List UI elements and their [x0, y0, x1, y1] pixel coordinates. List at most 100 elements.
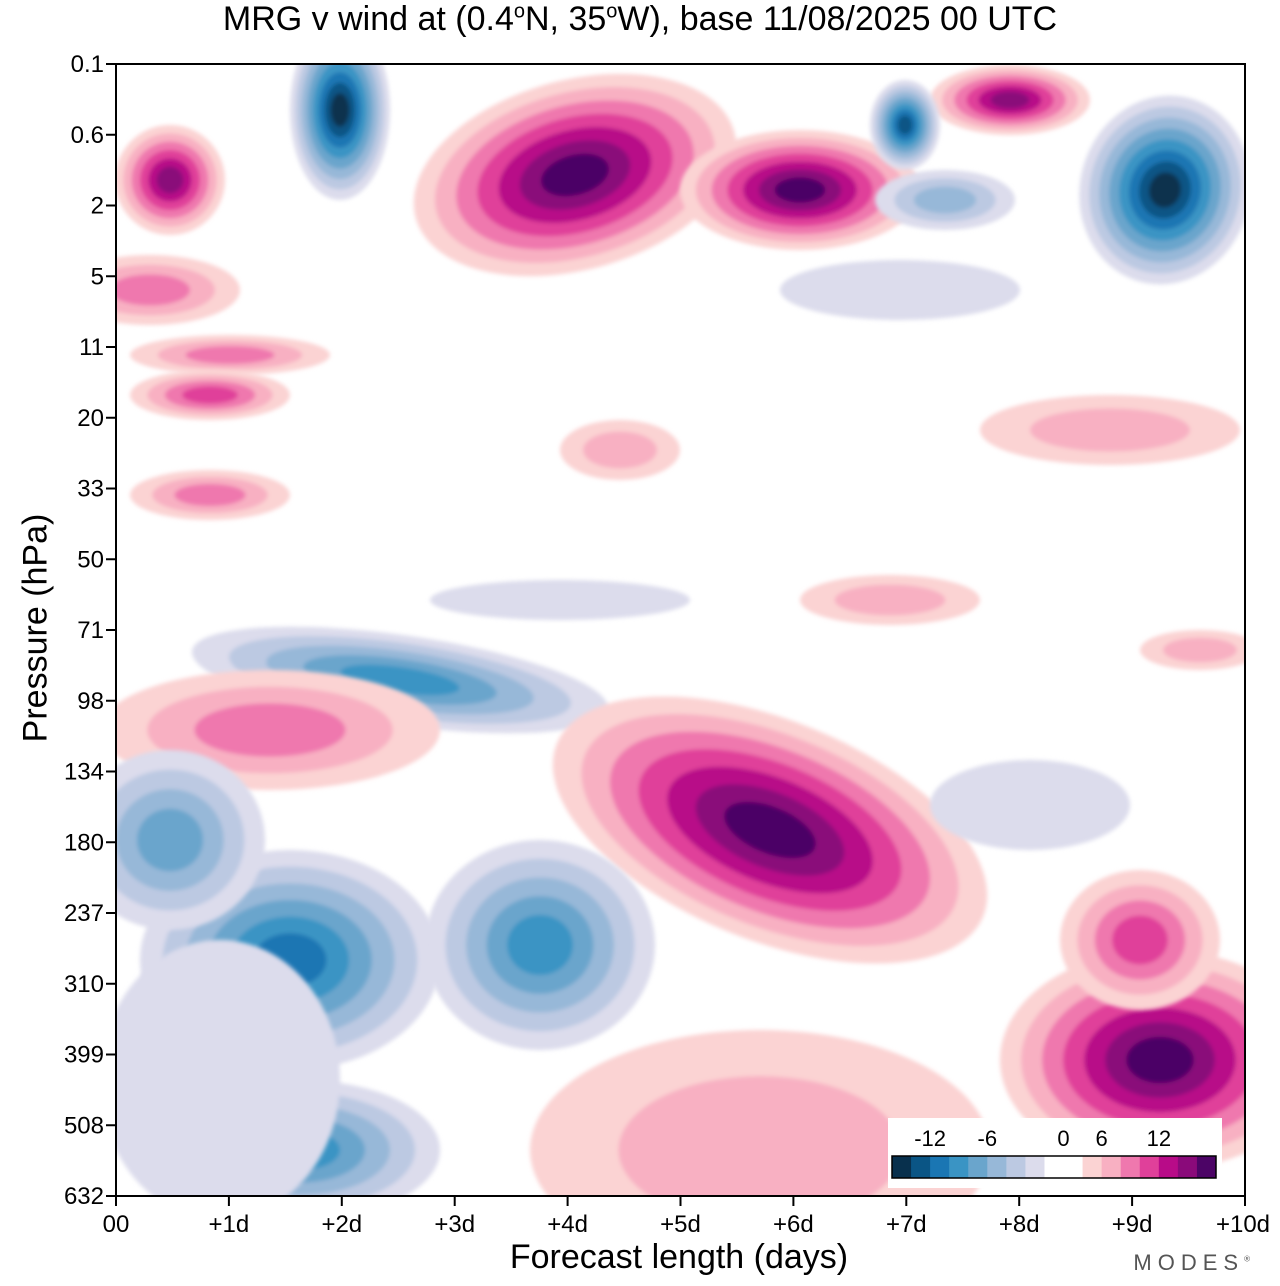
contour-band	[194, 703, 346, 757]
contour-blob	[530, 1030, 990, 1196]
colorbar-swatch	[1063, 1156, 1084, 1178]
x-tick-label: 00	[103, 1211, 130, 1238]
contour-blob	[116, 255, 240, 325]
y-axis-label: Pressure (hPa)	[16, 513, 55, 743]
colorbar-swatch	[1120, 1156, 1141, 1178]
colorbar-swatch	[987, 1156, 1007, 1178]
contour-blob	[680, 130, 920, 250]
colorbar-swatch	[1139, 1156, 1160, 1178]
contour-blob	[130, 470, 290, 520]
y-tick-label: 134	[64, 759, 104, 786]
y-tick-label: 310	[64, 971, 104, 998]
x-axis-label: Forecast length (days)	[509, 1238, 849, 1276]
contour-band	[990, 91, 1030, 109]
contour-band	[541, 153, 609, 197]
colorbar-swatch	[1082, 1156, 1103, 1178]
contour-band	[430, 580, 690, 620]
y-tick-label: 98	[77, 688, 104, 715]
contour-blob	[875, 170, 1015, 230]
colorbar-swatch	[1101, 1156, 1122, 1178]
modes-logo: MODES®	[1133, 1250, 1250, 1275]
contour-blob	[191, 626, 609, 734]
contour-blob	[980, 395, 1240, 465]
contour-blob	[116, 125, 225, 235]
contour-band	[116, 274, 190, 306]
contour-band	[774, 177, 826, 203]
colorbar-label: -12	[914, 1126, 946, 1151]
x-tick-label: +10d	[1216, 1211, 1270, 1238]
y-tick-label: 5	[91, 263, 104, 290]
y-tick-label: 20	[77, 405, 104, 432]
colorbar-label: -6	[978, 1126, 998, 1151]
contour-band	[1030, 408, 1190, 452]
contour-band	[182, 386, 238, 404]
contour-band	[930, 760, 1130, 850]
contour-blob	[1079, 95, 1245, 285]
colorbar-swatch	[930, 1156, 950, 1178]
y-tick-label: 180	[64, 829, 104, 856]
x-tick-label: +3d	[434, 1211, 475, 1238]
colorbar-swatch	[1044, 1156, 1065, 1178]
contour-band	[1112, 915, 1168, 965]
contour-band	[834, 584, 946, 616]
contour-blob	[870, 80, 940, 170]
x-tick-label: +2d	[321, 1211, 362, 1238]
contour-band	[330, 93, 350, 127]
y-tick-label: 71	[77, 617, 104, 644]
y-tick-label: 11	[79, 334, 104, 361]
contour-band	[1163, 637, 1237, 663]
y-tick-label: 399	[64, 1042, 104, 1069]
x-tick-label: +9d	[1112, 1211, 1153, 1238]
colorbar-swatch	[1158, 1156, 1179, 1178]
y-tick-label: 0.6	[71, 122, 104, 149]
x-tick-label: +4d	[547, 1211, 588, 1238]
contour-blob	[800, 575, 980, 625]
x-tick-label: +6d	[773, 1211, 814, 1238]
x-tick-label: +1d	[209, 1211, 250, 1238]
colorbar-swatch	[1177, 1156, 1198, 1178]
contour-blob	[116, 750, 265, 930]
y-tick-label: 508	[64, 1112, 104, 1139]
contour-band	[185, 346, 275, 364]
colorbar-swatch	[1006, 1156, 1026, 1178]
colorbar-frame	[891, 1155, 1217, 1179]
y-axis: 0.1 0.6 2 5 11 20 33 50 71 98 134 180 237 310 399 508 63…	[64, 51, 116, 1210]
y-tick-label: 33	[77, 476, 104, 503]
x-tick-label: +8d	[999, 1211, 1040, 1238]
y-tick-label: 2	[91, 193, 104, 220]
y-tick-label: 50	[77, 546, 104, 573]
colorbar-swatch	[949, 1156, 969, 1178]
colorbar-swatch	[968, 1156, 988, 1178]
contour-blob	[930, 65, 1090, 135]
contour-blob	[560, 420, 680, 480]
contour-blob	[552, 696, 988, 964]
contour-band	[583, 431, 657, 469]
colorbar-swatch	[1196, 1156, 1217, 1178]
contour-band	[724, 801, 816, 859]
colorbar-swatch	[892, 1156, 912, 1178]
contour-band	[897, 115, 913, 135]
chart-title: MRG v wind at (0.4oN, 35oW), base 11/08/…	[222, 0, 1058, 38]
contour-blob	[1060, 870, 1220, 1010]
colorbar-swatch	[911, 1156, 931, 1178]
x-tick-label: +5d	[660, 1211, 701, 1238]
contour-blob	[1140, 630, 1245, 670]
contour-blob	[290, 64, 390, 200]
contour-band	[340, 664, 460, 696]
contour-band	[618, 1076, 902, 1196]
contour-band	[136, 808, 204, 872]
contour-blob	[930, 760, 1130, 850]
y-tick-label: 237	[64, 900, 104, 927]
colorbar-label: 12	[1147, 1126, 1171, 1151]
contour-blob	[425, 840, 655, 1050]
contour-band	[507, 915, 573, 975]
contour-blob	[1000, 950, 1245, 1170]
contour-band	[116, 940, 340, 1196]
contour-field	[116, 64, 1245, 1196]
contour-blob	[430, 580, 690, 620]
contour-blob	[130, 370, 290, 420]
x-axis: 00 +1d +2d +3d +4d +5d +6d +7d +8d +9d +10d	[103, 1196, 1270, 1238]
colorbar: -12 -6 0 6 12	[888, 1118, 1222, 1188]
y-tick-label: 0.1	[71, 51, 104, 78]
